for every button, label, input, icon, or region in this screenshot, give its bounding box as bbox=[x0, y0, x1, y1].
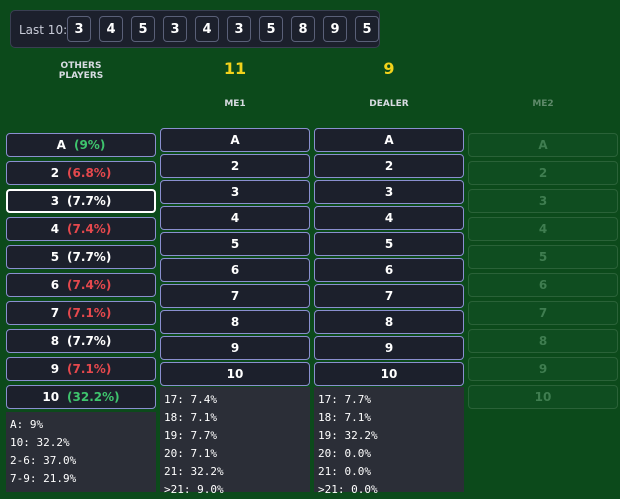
others-row: 10 (32.2%) bbox=[6, 385, 156, 409]
others-row: 4 (7.4%) bbox=[6, 217, 156, 241]
dealer-card-button[interactable]: 4 bbox=[314, 206, 464, 230]
card-label: 9 bbox=[50, 362, 60, 376]
card-label: 5 bbox=[50, 250, 60, 264]
me2-card-button: 5 bbox=[468, 245, 618, 269]
stat-line: 17: 7.7% bbox=[318, 393, 371, 406]
others-row: 7 (7.1%) bbox=[6, 301, 156, 325]
dealer-total: 9 bbox=[383, 59, 395, 78]
card-label: 8 bbox=[50, 334, 60, 348]
me1-card-button[interactable]: 9 bbox=[160, 336, 310, 360]
others-row: 3 (7.7%) bbox=[6, 189, 156, 213]
me1-card-button[interactable]: 10 bbox=[160, 362, 310, 386]
card-percent: (7.1%) bbox=[67, 306, 112, 320]
card-label: 6 bbox=[50, 278, 60, 292]
me2-card-button: A bbox=[468, 133, 618, 157]
me2-card-button: 4 bbox=[468, 217, 618, 241]
card-label: 4 bbox=[50, 222, 60, 236]
stat-line: 7-9: 21.9% bbox=[10, 472, 77, 485]
stat-line: 21: 0.0% bbox=[318, 465, 371, 478]
last-card: 4 bbox=[99, 16, 123, 42]
last-card: 4 bbox=[195, 16, 219, 42]
stat-line: 10: 32.2% bbox=[10, 436, 70, 449]
me1-label: ME1 bbox=[224, 99, 246, 109]
stat-line: 18: 7.1% bbox=[318, 411, 371, 424]
dealer-label: DEALER bbox=[369, 99, 409, 109]
me2-card-button: 8 bbox=[468, 329, 618, 353]
others-header: OTHERS PLAYERS bbox=[58, 61, 104, 81]
last-card: 5 bbox=[259, 16, 283, 42]
last-card: 8 bbox=[291, 16, 315, 42]
dealer-card-button[interactable]: 10 bbox=[314, 362, 464, 386]
card-percent: (7.4%) bbox=[67, 222, 112, 236]
me1-card-button[interactable]: 2 bbox=[160, 154, 310, 178]
stat-line: 20: 7.1% bbox=[164, 447, 217, 460]
me2-card-button: 7 bbox=[468, 301, 618, 325]
dealer-card-button[interactable]: 3 bbox=[314, 180, 464, 204]
me2-card-button: 6 bbox=[468, 273, 618, 297]
me2-card-button: 10 bbox=[468, 385, 618, 409]
others-row: 6 (7.4%) bbox=[6, 273, 156, 297]
dealer-card-button[interactable]: 7 bbox=[314, 284, 464, 308]
stat-line: 21: 32.2% bbox=[164, 465, 224, 478]
stat-line: 2-6: 37.0% bbox=[10, 454, 77, 467]
last-card: 5 bbox=[131, 16, 155, 42]
me1-card-button[interactable]: 5 bbox=[160, 232, 310, 256]
last-card: 3 bbox=[227, 16, 251, 42]
stat-line: 20: 0.0% bbox=[318, 447, 371, 460]
last-card: 3 bbox=[163, 16, 187, 42]
card-percent: (32.2%) bbox=[67, 390, 120, 404]
card-label: 10 bbox=[42, 390, 60, 404]
me2-label: ME2 bbox=[532, 99, 554, 109]
card-label: 2 bbox=[50, 166, 60, 180]
me1-card-button[interactable]: 4 bbox=[160, 206, 310, 230]
card-label: A bbox=[56, 138, 66, 152]
me2-card-button: 9 bbox=[468, 357, 618, 381]
stat-line: 19: 7.7% bbox=[164, 429, 217, 442]
others-row: 2 (6.8%) bbox=[6, 161, 156, 185]
me1-card-button[interactable]: A bbox=[160, 128, 310, 152]
stat-line: 19: 32.2% bbox=[318, 429, 378, 442]
dealer-card-button[interactable]: 2 bbox=[314, 154, 464, 178]
card-percent: (9%) bbox=[73, 138, 106, 152]
dealer-card-button[interactable]: 9 bbox=[314, 336, 464, 360]
dealer-card-button[interactable]: A bbox=[314, 128, 464, 152]
me1-card-button[interactable]: 8 bbox=[160, 310, 310, 334]
others-row: 8 (7.7%) bbox=[6, 329, 156, 353]
dealer-card-button[interactable]: 6 bbox=[314, 258, 464, 282]
me2-card-button: 2 bbox=[468, 161, 618, 185]
dealer-card-button[interactable]: 5 bbox=[314, 232, 464, 256]
dealer-card-button[interactable]: 8 bbox=[314, 310, 464, 334]
card-percent: (7.1%) bbox=[67, 362, 112, 376]
me1-card-button[interactable]: 6 bbox=[160, 258, 310, 282]
last-card: 9 bbox=[323, 16, 347, 42]
me1-stats: 17: 7.4% 18: 7.1% 19: 7.7% 20: 7.1% 21: 32.2… bbox=[160, 387, 310, 496]
card-percent: (6.8%) bbox=[67, 166, 112, 180]
others-stats: A: 9% 10: 32.2% 2-6: 37.0% 7-9: 21.9% bbox=[6, 412, 156, 492]
stat-line: A: 9% bbox=[10, 418, 44, 431]
last-card: 3 bbox=[67, 16, 91, 42]
stat-line: >21: 0.0% bbox=[318, 483, 378, 496]
me2-card-button: 3 bbox=[468, 189, 618, 213]
others-row: A (9%) bbox=[6, 133, 156, 157]
me1-total: 11 bbox=[223, 59, 247, 78]
card-label: 3 bbox=[50, 194, 60, 208]
stat-line: 18: 7.1% bbox=[164, 411, 217, 424]
last-10-label: Last 10: bbox=[19, 23, 68, 37]
card-percent: (7.7%) bbox=[67, 250, 112, 264]
others-row: 9 (7.1%) bbox=[6, 357, 156, 381]
card-label: 7 bbox=[50, 306, 60, 320]
card-percent: (7.7%) bbox=[67, 334, 112, 348]
others-row: 5 (7.7%) bbox=[6, 245, 156, 269]
stat-line: 17: 7.4% bbox=[164, 393, 217, 406]
me1-card-button[interactable]: 7 bbox=[160, 284, 310, 308]
stat-line: >21: 9.0% bbox=[164, 483, 224, 496]
card-percent: (7.4%) bbox=[67, 278, 112, 292]
card-percent: (7.7%) bbox=[67, 194, 112, 208]
dealer-stats: 17: 7.7% 18: 7.1% 19: 32.2% 20: 0.0% 21: 0.0… bbox=[314, 387, 464, 496]
last-card: 5 bbox=[355, 16, 379, 42]
me1-card-button[interactable]: 3 bbox=[160, 180, 310, 204]
